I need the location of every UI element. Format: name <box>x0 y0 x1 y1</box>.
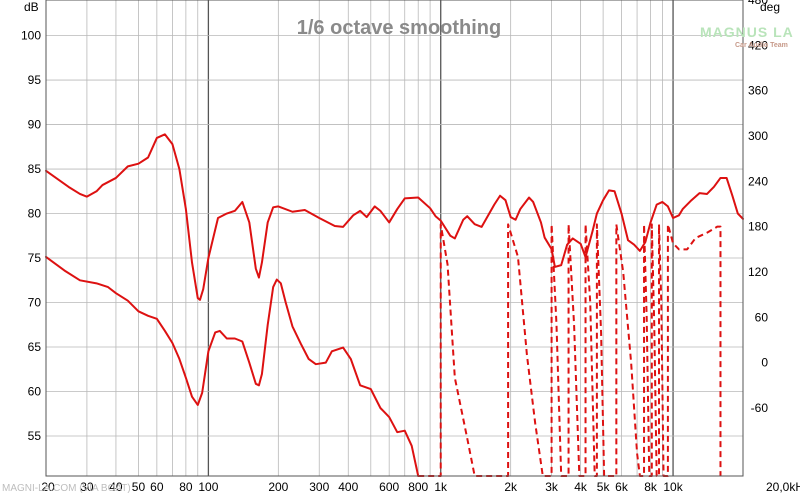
series-group <box>45 133 744 477</box>
chart-title: 1/6 octave smoothing <box>297 17 502 39</box>
left-tick-label: 55 <box>28 429 42 443</box>
x-tick-label: 6k <box>615 480 629 494</box>
x-tick-label: 40 <box>109 480 123 494</box>
left-tick-label: 85 <box>28 162 42 176</box>
left-axis-unit: dB <box>24 0 39 14</box>
x-tick-label: 600 <box>379 480 399 494</box>
x-tick-label: 10k <box>663 480 683 494</box>
x-tick-label: 8k <box>644 480 658 494</box>
logo-subtext: Car Audio Team <box>735 42 788 49</box>
footer-watermark: MAGNI-LA.COM (VIA BOAT) <box>2 483 131 494</box>
left-tick-label: 60 <box>28 384 42 398</box>
x-tick-label: 200 <box>268 480 288 494</box>
x-tick-label: 100 <box>198 480 218 494</box>
x-tick-label: 3k <box>545 480 559 494</box>
left-tick-label: 75 <box>28 251 42 265</box>
x-tick-label: 1k <box>434 480 448 494</box>
plot-frame <box>45 0 744 477</box>
phase-curve-1 <box>45 255 420 477</box>
right-tick-label: -60 <box>751 401 769 415</box>
x-tick-label: 5k <box>597 480 611 494</box>
left-tick-label: 90 <box>28 118 42 132</box>
right-tick-label: 420 <box>748 38 768 52</box>
x-tick-label: 4k <box>574 480 588 494</box>
x-tick-label: 800 <box>408 480 428 494</box>
x-tick-label: 300 <box>309 480 329 494</box>
right-tick-label: 360 <box>748 84 768 98</box>
right-tick-label: 120 <box>748 265 768 279</box>
right-tick-label: 60 <box>755 310 769 324</box>
right-tick-label: 300 <box>748 129 768 143</box>
right-tick-label: 480 <box>748 0 768 7</box>
x-tick-label: 20,0kHz <box>766 480 800 494</box>
left-tick-label: 70 <box>28 296 42 310</box>
x-tick-label: 20 <box>41 480 55 494</box>
magnitude-curve-0 <box>45 133 744 301</box>
right-tick-label: 180 <box>748 220 768 234</box>
x-tick-label: 2k <box>504 480 518 494</box>
right-tick-label: 0 <box>761 356 768 370</box>
left-tick-label: 65 <box>28 340 42 354</box>
right-tick-label: 240 <box>748 174 768 188</box>
logo-text: MAGNUS LA <box>700 24 794 40</box>
x-tick-label: 50 <box>132 480 146 494</box>
x-tick-label: 30 <box>80 480 94 494</box>
x-tick-label: 400 <box>338 480 358 494</box>
x-tick-label: 60 <box>150 480 164 494</box>
tick-labels: 1009590858075706560554804203603002401801… <box>21 0 800 494</box>
right-axis-unit: deg <box>760 0 780 14</box>
left-tick-label: 80 <box>28 207 42 221</box>
left-tick-label: 100 <box>21 29 41 43</box>
left-tick-label: 95 <box>28 73 42 87</box>
x-tick-label: 80 <box>179 480 193 494</box>
